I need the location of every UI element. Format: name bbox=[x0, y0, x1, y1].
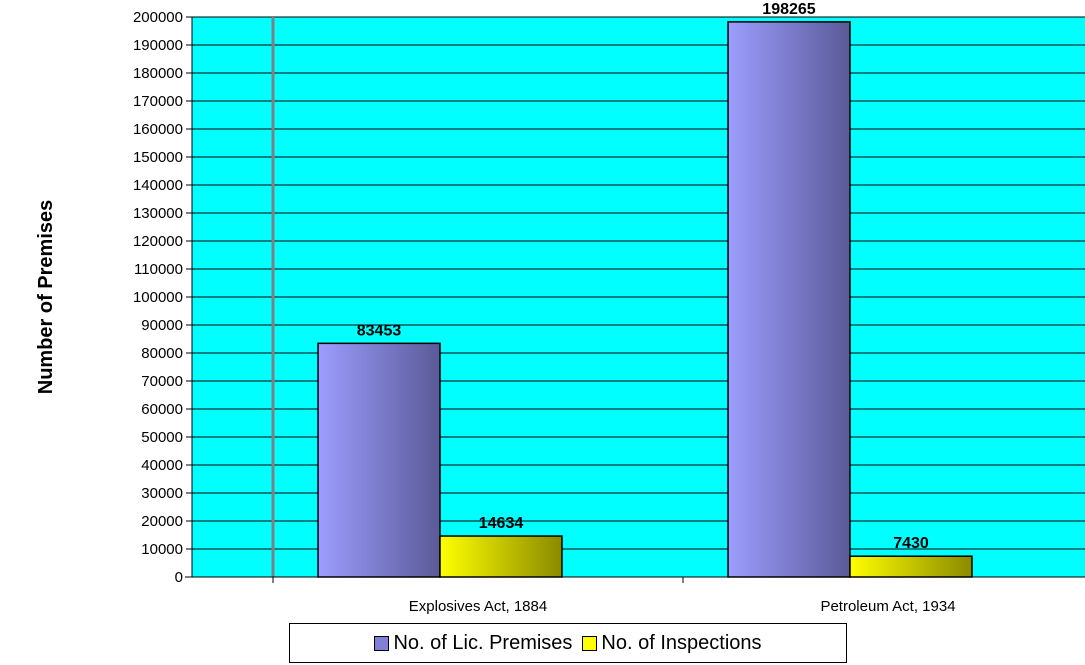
y-tick-label: 30000 bbox=[141, 485, 183, 502]
data-label: 7430 bbox=[893, 535, 929, 552]
legend-label-lic-premises: No. of Lic. Premises bbox=[393, 631, 573, 654]
data-label: 14634 bbox=[479, 515, 524, 532]
bar-inspections bbox=[849, 555, 973, 578]
y-axis-ticks: 0 10000 20000 30000 40000 50000 60000 70000 8000… bbox=[133, 9, 192, 586]
y-tick-label: 150000 bbox=[133, 149, 183, 166]
bar-lic-premises bbox=[317, 342, 441, 578]
y-tick-label: 40000 bbox=[141, 457, 183, 474]
bar-lic-premises bbox=[727, 21, 851, 578]
x-axis-categories: Explosives Act, 1884 Petroleum Act, 1934 bbox=[272, 577, 956, 615]
y-tick-label: 10000 bbox=[141, 541, 183, 558]
y-tick-label: 140000 bbox=[133, 177, 183, 194]
bar-chart: 0 10000 20000 30000 40000 50000 60000 70000 8000… bbox=[35, 1, 1085, 615]
legend: No. of Lic. Premises No. of Inspections bbox=[289, 623, 847, 663]
y-tick-label: 120000 bbox=[133, 233, 183, 250]
y-tick-label: 190000 bbox=[133, 37, 183, 54]
y-tick-label: 130000 bbox=[133, 205, 183, 222]
x-category-label: Petroleum Act, 1934 bbox=[820, 598, 955, 615]
x-category-label: Explosives Act, 1884 bbox=[409, 598, 547, 615]
bars bbox=[317, 21, 973, 578]
bar-inspections bbox=[439, 535, 563, 578]
data-label: 198265 bbox=[762, 1, 815, 18]
y-tick-label: 160000 bbox=[133, 121, 183, 138]
y-axis-title: Number of Premises bbox=[35, 200, 57, 395]
y-tick-label: 0 bbox=[175, 569, 183, 586]
legend-label-inspections: No. of Inspections bbox=[601, 631, 762, 654]
y-tick-label: 20000 bbox=[141, 513, 183, 530]
y-tick-label: 70000 bbox=[141, 373, 183, 390]
y-tick-label: 180000 bbox=[133, 65, 183, 82]
legend-item-lic-premises: No. of Lic. Premises bbox=[374, 632, 572, 655]
data-labels: 83453 14634 198265 7430 bbox=[357, 1, 929, 552]
y-tick-label: 200000 bbox=[133, 9, 183, 26]
y-tick-label: 60000 bbox=[141, 401, 183, 418]
y-tick-label: 110000 bbox=[134, 261, 183, 278]
data-label: 83453 bbox=[357, 322, 402, 339]
y-tick-label: 90000 bbox=[141, 317, 183, 334]
y-tick-label: 50000 bbox=[141, 429, 183, 446]
y-tick-label: 170000 bbox=[133, 93, 183, 110]
y-tick-label: 100000 bbox=[133, 289, 183, 306]
y-tick-label: 80000 bbox=[141, 345, 183, 362]
legend-swatch-lic-premises bbox=[374, 635, 390, 651]
legend-item-inspections: No. of Inspections bbox=[582, 631, 762, 655]
legend-swatch-inspections bbox=[582, 635, 598, 651]
